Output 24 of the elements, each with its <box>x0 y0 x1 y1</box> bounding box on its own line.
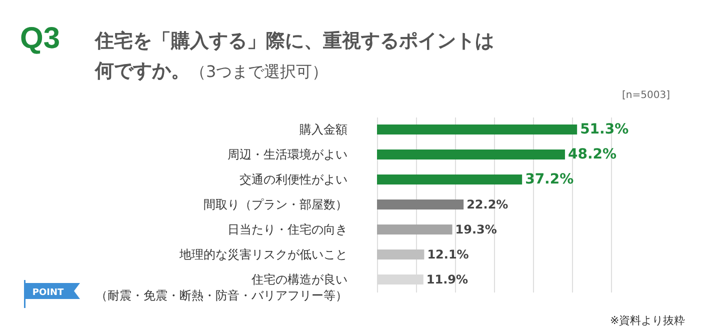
chart-subtitle: 住宅を「購入する」際に、重視するポイントは何ですか。（3つまで選択可） <box>95 29 495 84</box>
y-tick-label: 間取り（プラン・部屋数） <box>204 198 348 212</box>
data-label: 19.3% <box>455 222 497 236</box>
y-tick-label: 住宅の構造が良い（耐震・免震・断熱・防音・バリアフリー等） <box>96 272 348 302</box>
text: Q3 <box>20 22 60 56</box>
y-tick-label: 交通の利便性がよい <box>240 172 348 186</box>
text: [n=5003] <box>622 90 670 101</box>
bar <box>377 250 424 260</box>
bar <box>377 124 578 134</box>
data-label: 37.2% <box>525 172 574 188</box>
y-tick-label: 購入金額 <box>300 122 348 136</box>
data-label: 22.2% <box>466 198 508 212</box>
y-tick-label: 日当たり・住宅の向き <box>228 222 348 236</box>
y-tick-label: 周辺・生活環境がよい <box>228 148 348 162</box>
y-tick-label: 地理的な災害リスクが低いこと <box>178 248 348 262</box>
bar <box>377 174 522 184</box>
data-label: 12.1% <box>427 248 469 262</box>
data-label: 11.9% <box>426 272 468 286</box>
bar <box>377 200 464 210</box>
bar <box>377 224 452 234</box>
text: ※資料より抜粋 <box>610 313 686 328</box>
bar <box>377 150 565 160</box>
data-label: 48.2% <box>568 146 617 162</box>
data-label: 51.3% <box>580 122 629 138</box>
